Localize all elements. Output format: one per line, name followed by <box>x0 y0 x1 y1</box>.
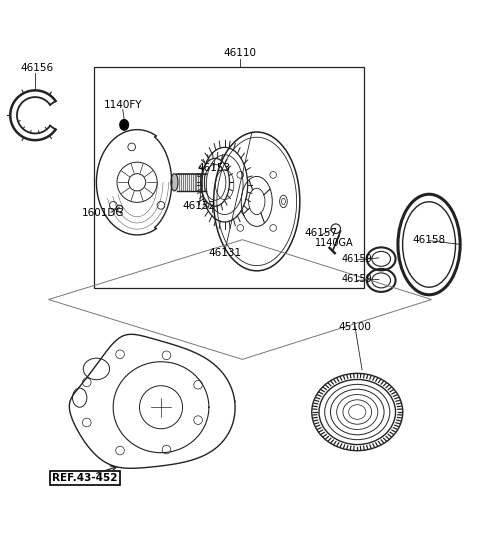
Text: 46157: 46157 <box>305 228 338 238</box>
Text: 46156: 46156 <box>20 63 53 73</box>
Text: 46153: 46153 <box>197 163 230 173</box>
Text: 46158: 46158 <box>412 235 445 245</box>
Text: REF.43-452: REF.43-452 <box>52 473 118 483</box>
Text: 46132: 46132 <box>183 201 216 211</box>
Text: 46159: 46159 <box>342 254 372 264</box>
Ellipse shape <box>171 173 178 191</box>
Bar <box>94 67 364 287</box>
Text: 1601DG: 1601DG <box>82 208 124 219</box>
Text: 46131: 46131 <box>208 248 241 258</box>
Text: 46110: 46110 <box>224 48 256 58</box>
Text: 46159: 46159 <box>342 275 372 285</box>
Text: 1140FY: 1140FY <box>104 100 142 110</box>
Text: 1140GA: 1140GA <box>315 238 354 248</box>
Ellipse shape <box>120 120 129 130</box>
Text: 45100: 45100 <box>338 322 372 332</box>
